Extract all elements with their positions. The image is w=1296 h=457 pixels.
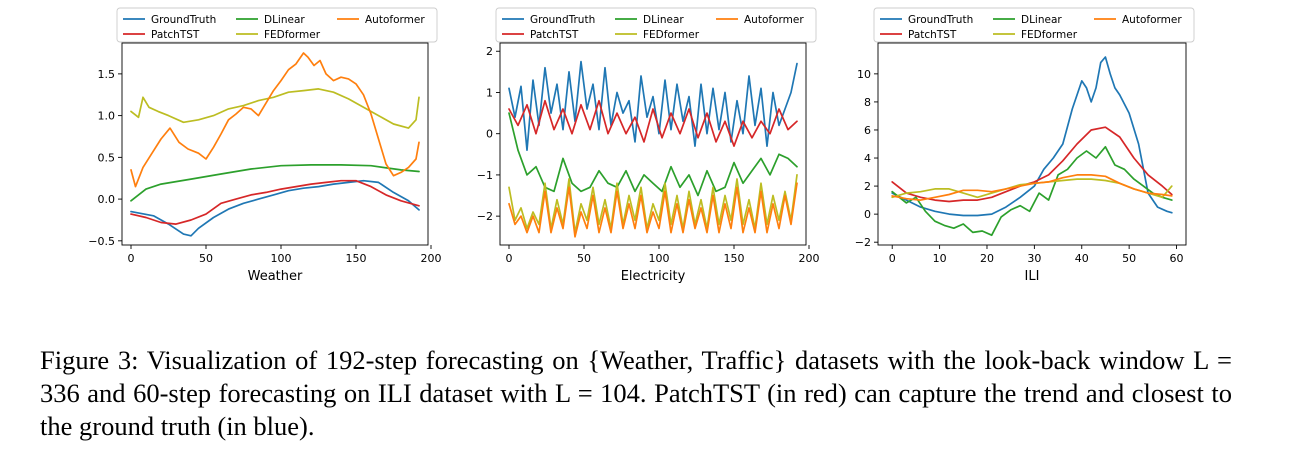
x-tick-label: 200 xyxy=(421,252,442,265)
y-tick-label: 2 xyxy=(864,180,871,193)
legend-box xyxy=(873,7,1195,43)
x-tick-label: 0 xyxy=(506,252,513,265)
plot-frame xyxy=(121,42,429,246)
legend: GroundTruth DLinear Autoformer PatchTST FEDf… xyxy=(495,7,817,43)
y-tick-label: 4 xyxy=(864,152,871,165)
legend-label-autoformer: Autoformer xyxy=(1122,14,1182,26)
legend-label-groundtruth: GroundTruth xyxy=(530,14,595,26)
legend: GroundTruth DLinear Autoformer PatchTST FEDf… xyxy=(873,7,1195,43)
legend-label-groundtruth: GroundTruth xyxy=(151,14,216,26)
x-tick-label: 100 xyxy=(649,252,670,265)
x-tick-label: 40 xyxy=(1075,252,1089,265)
y-tick-label: 2 xyxy=(486,45,493,58)
legend-label-groundtruth: GroundTruth xyxy=(908,14,973,26)
x-axis-label: Weather xyxy=(248,269,303,284)
plot-frame xyxy=(499,42,807,246)
series-line-patchtst xyxy=(508,99,798,147)
y-tick-label: 10 xyxy=(857,68,871,81)
figure: 0 50 100 150 200−0.50.00.51.01.5WeatherGroun… xyxy=(88,7,1195,284)
series-line-fedformer xyxy=(130,88,420,129)
x-tick-label: 200 xyxy=(799,252,820,265)
x-tick-label: 0 xyxy=(128,252,135,265)
series-line-autoformer xyxy=(508,182,798,238)
chart-panel-1: 0 50 100 150 200 −0.5 0.0 0.5 1.0 1.5 Weather Groun… xyxy=(88,7,442,284)
x-tick-label: 50 xyxy=(577,252,591,265)
legend-box xyxy=(495,7,817,43)
chart-panel-2: 0 50 100 150 200 −2 −1 0 1 2 Electricity GroundTrut… xyxy=(477,7,820,284)
chart-panel-3: 0 10 20 30 40 50 60 −2 0 2 4 6 8 10 ILI GroundTruth DLin… xyxy=(855,7,1195,284)
series-line-fedformer xyxy=(508,174,798,234)
y-tick-label: −0.5 xyxy=(88,235,115,248)
y-tick-label: 0 xyxy=(864,208,871,221)
legend-label-patchtst: PatchTST xyxy=(151,29,200,41)
legend-label-dlinear: DLinear xyxy=(1021,14,1062,26)
legend-label-dlinear: DLinear xyxy=(643,14,684,26)
series-line-autoformer xyxy=(891,174,1173,201)
x-tick-label: 50 xyxy=(1122,252,1136,265)
x-tick-label: 150 xyxy=(724,252,745,265)
legend-label-fedformer: FEDformer xyxy=(643,29,700,41)
y-tick-label: 0.0 xyxy=(98,193,116,206)
x-tick-label: 20 xyxy=(980,252,994,265)
x-axis-label: ILI xyxy=(1025,269,1040,284)
y-tick-label: −2 xyxy=(477,210,493,223)
figure-caption: Figure 3: Visualization of 192-step fore… xyxy=(40,345,1232,441)
x-tick-label: 100 xyxy=(271,252,292,265)
legend-label-autoformer: Autoformer xyxy=(744,14,804,26)
series-line-groundtruth xyxy=(130,179,420,237)
y-tick-label: 1.5 xyxy=(98,68,116,81)
y-tick-label: 0.5 xyxy=(98,151,116,164)
x-tick-label: 0 xyxy=(889,252,896,265)
legend-label-patchtst: PatchTST xyxy=(908,29,957,41)
y-tick-label: 0 xyxy=(486,128,493,141)
x-tick-label: 10 xyxy=(933,252,947,265)
legend: GroundTruth DLinear Autoformer PatchTST FEDf… xyxy=(116,7,438,43)
y-tick-label: 8 xyxy=(864,96,871,109)
series-line-autoformer xyxy=(130,52,420,188)
series-line-groundtruth xyxy=(508,60,798,152)
y-tick-label: −2 xyxy=(855,236,871,249)
y-tick-label: −1 xyxy=(477,169,493,182)
legend-label-patchtst: PatchTST xyxy=(530,29,579,41)
series-line-dlinear xyxy=(891,145,1173,237)
x-tick-label: 30 xyxy=(1027,252,1041,265)
series-line-dlinear xyxy=(130,164,420,202)
series-line-dlinear xyxy=(508,112,798,197)
x-tick-label: 60 xyxy=(1170,252,1184,265)
x-tick-label: 150 xyxy=(346,252,367,265)
legend-label-autoformer: Autoformer xyxy=(365,14,425,26)
y-tick-label: 6 xyxy=(864,124,871,137)
legend-box xyxy=(116,7,438,43)
legend-label-dlinear: DLinear xyxy=(264,14,305,26)
y-tick-label: 1.0 xyxy=(98,110,116,123)
x-tick-label: 50 xyxy=(199,252,213,265)
legend-label-fedformer: FEDformer xyxy=(264,29,321,41)
legend-label-fedformer: FEDformer xyxy=(1021,29,1078,41)
series-line-groundtruth xyxy=(891,56,1173,217)
series-line-patchtst xyxy=(130,179,420,225)
series-line-patchtst xyxy=(891,126,1173,203)
plot-frame xyxy=(877,42,1187,246)
x-axis-label: Electricity xyxy=(621,269,686,284)
y-tick-label: 1 xyxy=(486,86,493,99)
